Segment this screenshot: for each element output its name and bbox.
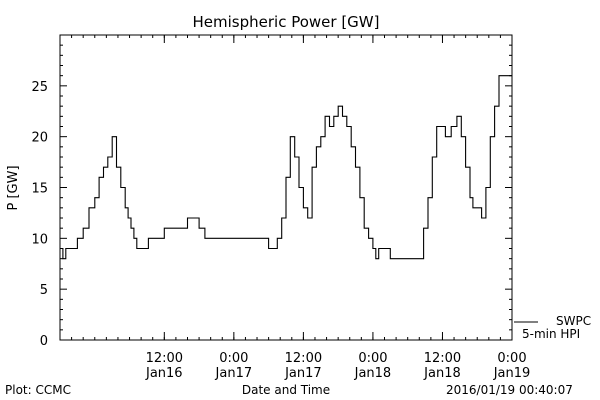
y-tick-label: 25 <box>31 80 48 95</box>
x-tick-date-label: Jan18 <box>354 366 392 381</box>
legend-label-swpc: SWPC <box>556 314 591 328</box>
x-tick-date-label: Jan17 <box>284 366 322 381</box>
x-tick-date-label: Jan18 <box>423 366 461 381</box>
x-tick-label: 12:00 <box>146 351 183 366</box>
footer-timestamp: 2016/01/19 00:40:07 <box>446 383 573 397</box>
x-tick-label: 12:00 <box>285 351 322 366</box>
footer-plot-source: Plot: CCMC <box>5 383 71 397</box>
legend-label-hpi: 5-min HPI <box>522 327 580 341</box>
series-line-hpi <box>60 75 512 260</box>
y-tick-label: 15 <box>31 182 48 197</box>
x-tick-date-label: Jan16 <box>145 366 183 381</box>
x-tick-date-label: Jan17 <box>215 366 253 381</box>
x-tick-label: 12:00 <box>424 351 461 366</box>
y-tick-label: 5 <box>40 283 48 298</box>
axis-tick-labels: 051015202512:00Jan160:00Jan1712:00Jan170… <box>31 80 530 381</box>
y-tick-label: 0 <box>40 334 48 349</box>
x-tick-label: 0:00 <box>219 351 248 366</box>
y-axis-label: P [GW] <box>6 165 21 210</box>
x-tick-label: 0:00 <box>497 351 526 366</box>
axis-ticks <box>59 34 513 341</box>
y-tick-label: 20 <box>31 131 48 146</box>
chart-title: Hemispheric Power [GW] <box>193 13 380 31</box>
x-tick-date-label: Jan19 <box>493 366 531 381</box>
x-tick-label: 0:00 <box>358 351 387 366</box>
x-axis-label: Date and Time <box>242 383 330 397</box>
y-tick-label: 10 <box>31 232 48 247</box>
